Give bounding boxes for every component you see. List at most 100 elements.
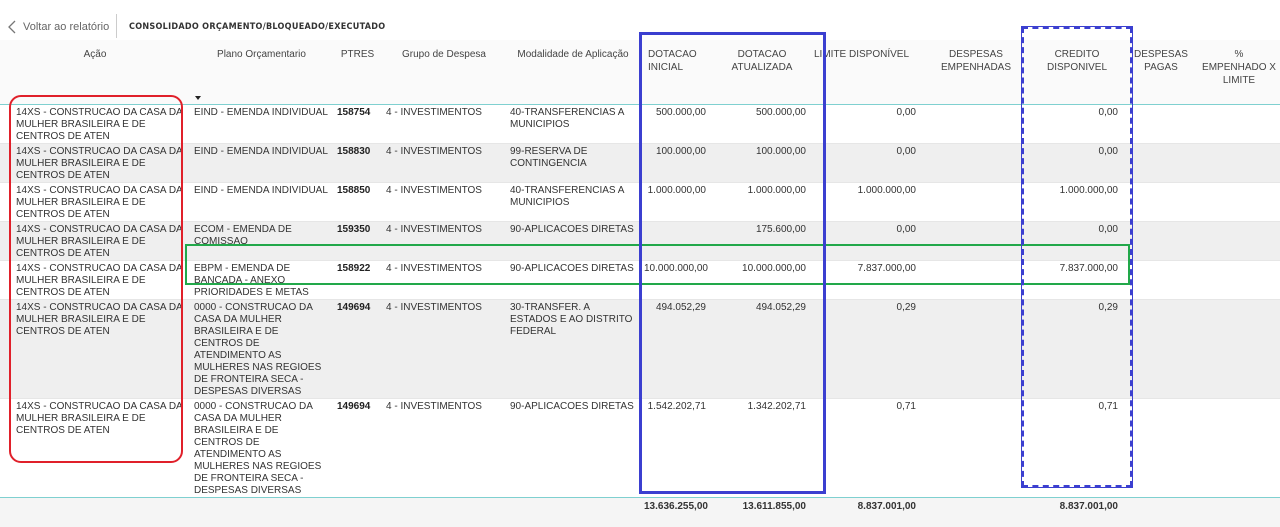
cell-credito: 0,29 — [1030, 300, 1124, 399]
cell-pct — [1198, 183, 1280, 222]
cell-dot-atualizada: 100.000,00 — [712, 144, 812, 183]
cell-pct — [1198, 261, 1280, 300]
cell-acao: 14XS - CONSTRUCAO DA CASA DA MULHER BRAS… — [0, 261, 190, 300]
cell-plano: 0000 - CONSTRUCAO DA CASA DA MULHER BRAS… — [190, 399, 333, 498]
cell-pct — [1198, 300, 1280, 399]
page-title: CONSOLIDADO ORÇAMENTO/BLOQUEADO/EXECUTAD… — [129, 22, 385, 32]
total-plano — [190, 498, 333, 527]
cell-ptres: 158830 — [333, 144, 382, 183]
cell-plano: EIND - EMENDA INDIVIDUAL — [190, 105, 333, 144]
total-acao — [0, 498, 190, 527]
table-row[interactable]: 14XS - CONSTRUCAO DA CASA DA MULHER BRAS… — [0, 183, 1280, 222]
cell-dot-atualizada: 10.000.000,00 — [712, 261, 812, 300]
column-header[interactable]: DOTACAO ATUALIZADA — [712, 40, 812, 105]
cell-modalidade: 40-TRANSFERENCIAS A MUNICIPIOS — [506, 105, 640, 144]
divider — [116, 14, 117, 38]
column-header[interactable]: Ação — [0, 40, 190, 105]
cell-acao: 14XS - CONSTRUCAO DA CASA DA MULHER BRAS… — [0, 222, 190, 261]
cell-dot-inicial: 10.000.000,00 — [640, 261, 712, 300]
column-header[interactable]: % EMPENHADO X LIMITE — [1198, 40, 1280, 105]
cell-acao: 14XS - CONSTRUCAO DA CASA DA MULHER BRAS… — [0, 183, 190, 222]
cell-grupo: 4 - INVESTIMENTOS — [382, 144, 506, 183]
cell-ptres: 158754 — [333, 105, 382, 144]
cell-dot-atualizada: 1.000.000,00 — [712, 183, 812, 222]
cell-grupo: 4 - INVESTIMENTOS — [382, 261, 506, 300]
cell-limite: 0,00 — [812, 144, 922, 183]
cell-plano: EIND - EMENDA INDIVIDUAL — [190, 144, 333, 183]
cell-dot-inicial: 500.000,00 — [640, 105, 712, 144]
total-grupo — [382, 498, 506, 527]
column-header[interactable]: DESPESAS EMPENHADAS — [922, 40, 1030, 105]
cell-plano: ECOM - EMENDA DE COMISSAO — [190, 222, 333, 261]
cell-credito: 0,00 — [1030, 222, 1124, 261]
column-header[interactable]: LIMITE DISPONÍVEL — [812, 40, 922, 105]
cell-dot-atualizada: 494.052,29 — [712, 300, 812, 399]
cell-modalidade: 90-APLICACOES DIRETAS — [506, 399, 640, 498]
total-ptres — [333, 498, 382, 527]
cell-pagas — [1124, 399, 1198, 498]
table-row[interactable]: 14XS - CONSTRUCAO DA CASA DA MULHER BRAS… — [0, 144, 1280, 183]
cell-acao: 14XS - CONSTRUCAO DA CASA DA MULHER BRAS… — [0, 105, 190, 144]
table-row[interactable]: 14XS - CONSTRUCAO DA CASA DA MULHER BRAS… — [0, 222, 1280, 261]
cell-credito: 0,00 — [1030, 144, 1124, 183]
back-label: Voltar ao relatório — [23, 21, 109, 33]
cell-empenhadas — [922, 183, 1030, 222]
cell-dot-atualizada: 500.000,00 — [712, 105, 812, 144]
cell-pct — [1198, 144, 1280, 183]
cell-pagas — [1124, 105, 1198, 144]
table-row[interactable]: 14XS - CONSTRUCAO DA CASA DA MULHER BRAS… — [0, 261, 1280, 300]
cell-empenhadas — [922, 105, 1030, 144]
cell-empenhadas — [922, 144, 1030, 183]
cell-empenhadas — [922, 261, 1030, 300]
cell-modalidade: 40-TRANSFERENCIAS A MUNICIPIOS — [506, 183, 640, 222]
cell-acao: 14XS - CONSTRUCAO DA CASA DA MULHER BRAS… — [0, 300, 190, 399]
cell-grupo: 4 - INVESTIMENTOS — [382, 399, 506, 498]
total-dot-inicial: 13.636.255,00 — [640, 498, 712, 527]
cell-credito: 7.837.000,00 — [1030, 261, 1124, 300]
chevron-left-icon — [8, 20, 17, 34]
cell-modalidade: 90-APLICACOES DIRETAS — [506, 222, 640, 261]
total-modalidade — [506, 498, 640, 527]
cell-modalidade: 30-TRANSFER. A ESTADOS E AO DISTRITO FED… — [506, 300, 640, 399]
cell-ptres: 158922 — [333, 261, 382, 300]
cell-pagas — [1124, 261, 1198, 300]
total-pagas — [1124, 498, 1198, 527]
column-header[interactable]: CREDITO DISPONIVEL — [1030, 40, 1124, 105]
cell-pct — [1198, 222, 1280, 261]
column-header[interactable]: Grupo de Despesa — [382, 40, 506, 105]
total-dot-atualizada: 13.611.855,00 — [712, 498, 812, 527]
cell-dot-inicial: 100.000,00 — [640, 144, 712, 183]
cell-limite: 0,00 — [812, 105, 922, 144]
cell-empenhadas — [922, 222, 1030, 261]
cell-dot-inicial: 1.000.000,00 — [640, 183, 712, 222]
table-row[interactable]: 14XS - CONSTRUCAO DA CASA DA MULHER BRAS… — [0, 300, 1280, 399]
cell-acao: 14XS - CONSTRUCAO DA CASA DA MULHER BRAS… — [0, 144, 190, 183]
cell-acao: 14XS - CONSTRUCAO DA CASA DA MULHER BRAS… — [0, 399, 190, 498]
cell-modalidade: 90-APLICACOES DIRETAS — [506, 261, 640, 300]
cell-ptres: 149694 — [333, 300, 382, 399]
cell-modalidade: 99-RESERVA DE CONTINGENCIA — [506, 144, 640, 183]
column-header[interactable]: PTRES — [333, 40, 382, 105]
table-row[interactable]: 14XS - CONSTRUCAO DA CASA DA MULHER BRAS… — [0, 105, 1280, 144]
total-pct — [1198, 498, 1280, 527]
cell-dot-inicial: 494.052,29 — [640, 300, 712, 399]
cell-credito: 1.000.000,00 — [1030, 183, 1124, 222]
cell-empenhadas — [922, 300, 1030, 399]
column-header[interactable]: DOTACAO INICIAL — [640, 40, 712, 105]
sort-descending-icon[interactable] — [195, 96, 201, 100]
cell-limite: 7.837.000,00 — [812, 261, 922, 300]
table-row[interactable]: 14XS - CONSTRUCAO DA CASA DA MULHER BRAS… — [0, 399, 1280, 498]
column-header[interactable]: Modalidade de Aplicação — [506, 40, 640, 105]
cell-plano: 0000 - CONSTRUCAO DA CASA DA MULHER BRAS… — [190, 300, 333, 399]
cell-pct — [1198, 399, 1280, 498]
cell-limite: 0,29 — [812, 300, 922, 399]
back-to-report-button[interactable]: Voltar ao relatório — [8, 20, 109, 34]
top-bar: Voltar ao relatório CONSOLIDADO ORÇAMENT… — [0, 0, 1280, 40]
cell-credito: 0,71 — [1030, 399, 1124, 498]
column-header[interactable]: DESPESAS PAGAS — [1124, 40, 1198, 105]
cell-ptres: 158850 — [333, 183, 382, 222]
cell-ptres: 149694 — [333, 399, 382, 498]
cell-dot-atualizada: 175.600,00 — [712, 222, 812, 261]
column-header[interactable]: Plano Orçamentario — [190, 40, 333, 105]
